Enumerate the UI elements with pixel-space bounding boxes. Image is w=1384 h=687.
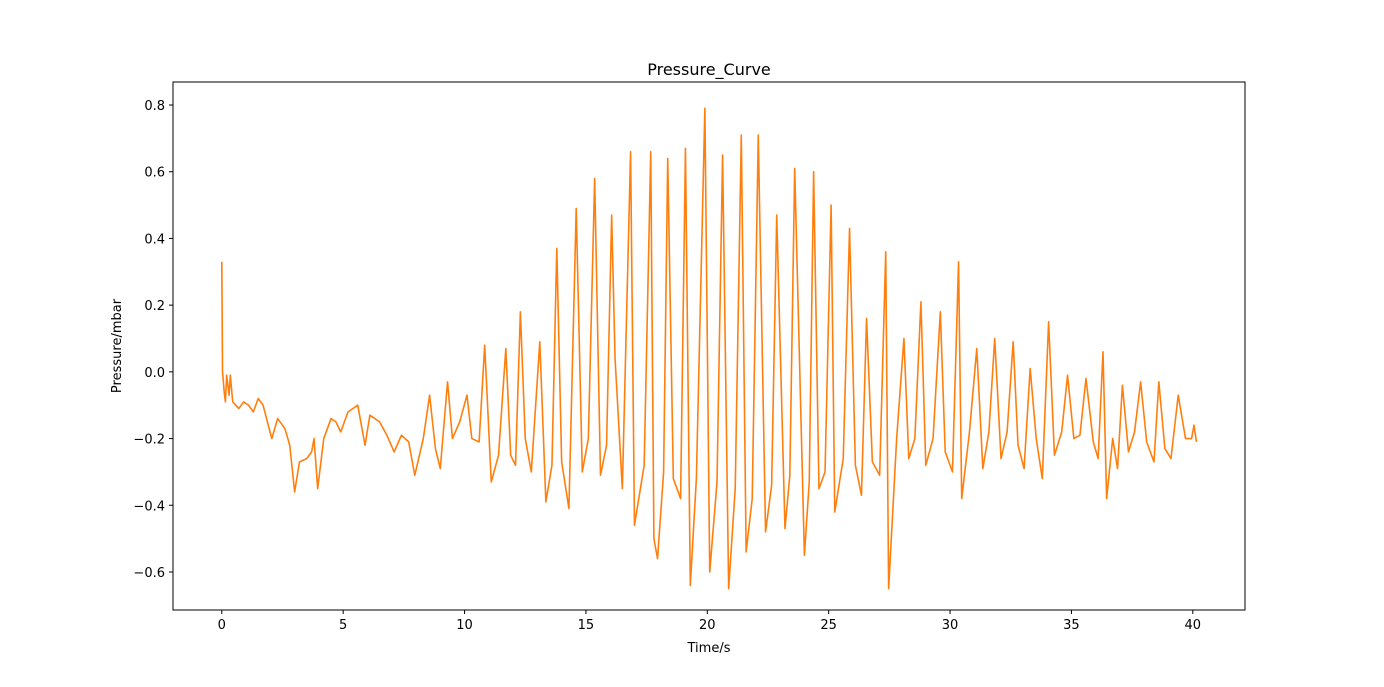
y-tick-label: 0.6 — [144, 166, 165, 181]
x-tick-label: 35 — [1063, 618, 1080, 633]
x-tick-label: 15 — [578, 618, 595, 633]
x-tick-label: 30 — [942, 618, 959, 633]
x-tick-label: 0 — [218, 618, 226, 633]
x-axis-label: Time/s — [687, 641, 731, 656]
data-line — [220, 107, 1198, 590]
plot-frame — [172, 81, 1246, 611]
x-tick-label: 25 — [820, 618, 837, 633]
y-tick-label: −0.4 — [133, 499, 165, 514]
x-tick-label: 40 — [1185, 618, 1202, 633]
y-tick-label: −0.2 — [133, 433, 165, 448]
y-tick-label: 0.4 — [144, 232, 165, 247]
x-tick-label: 20 — [699, 618, 716, 633]
y-tick-label: 0.2 — [144, 299, 165, 314]
y-tick-label: 0.8 — [144, 99, 165, 114]
y-tick-label: −0.6 — [133, 566, 165, 581]
x-tick-label: 5 — [339, 618, 347, 633]
chart-title: Pressure_Curve — [647, 60, 771, 80]
x-tick-label: 10 — [456, 618, 473, 633]
y-axis-label: Pressure/mbar — [110, 298, 125, 393]
y-tick-label: 0.0 — [144, 366, 165, 381]
